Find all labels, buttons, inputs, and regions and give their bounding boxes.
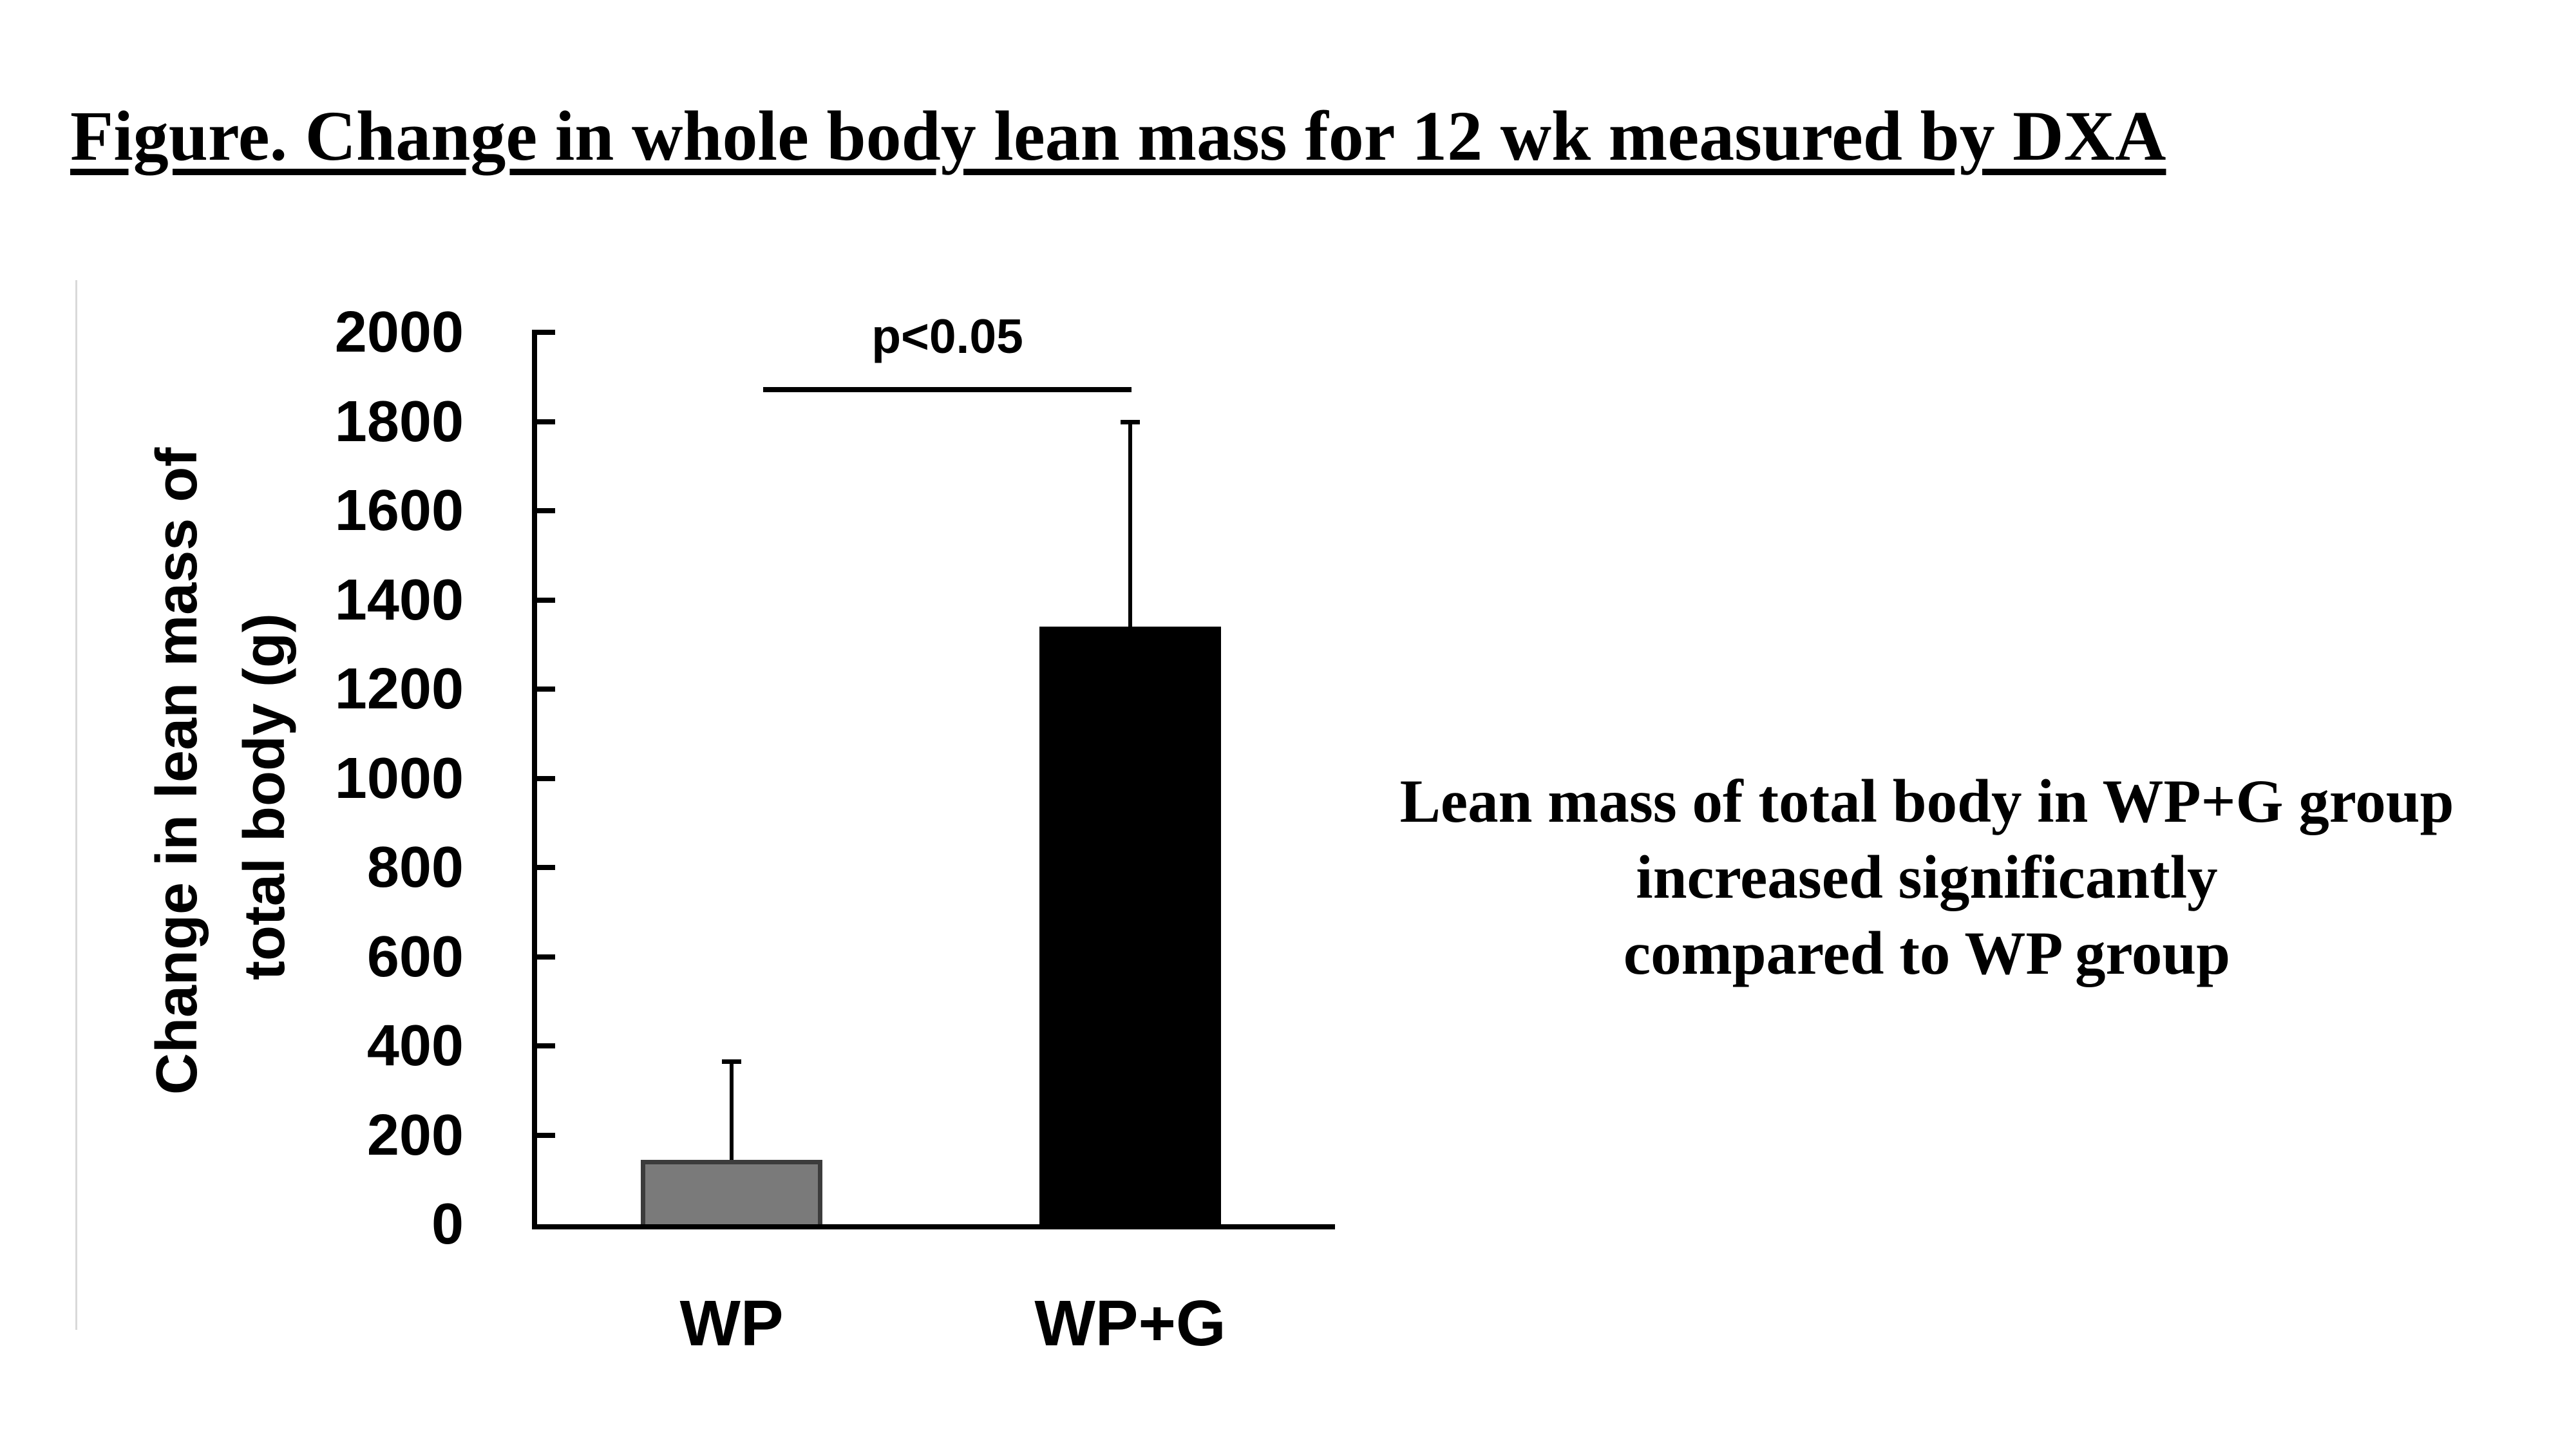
- y-axis-tick-label: 0: [431, 1192, 464, 1256]
- y-axis-tick: [532, 508, 555, 513]
- y-axis-tick: [532, 775, 555, 781]
- y-axis-title-line1: Change in lean mass of: [145, 447, 209, 1095]
- figure-title: Figure. Change in whole body lean mass f…: [70, 97, 2166, 175]
- x-axis-line: [532, 1224, 1335, 1229]
- x-axis-label-wp-g: WP+G: [1034, 1287, 1226, 1359]
- y-axis-tick-label: 1600: [334, 478, 464, 543]
- bar-wp-g: [1039, 627, 1221, 1224]
- y-axis-tick-label: 400: [366, 1014, 464, 1078]
- error-bar-cap-wp-g: [1121, 419, 1140, 424]
- y-axis-tick: [532, 865, 555, 870]
- error-bar-wp: [730, 1061, 734, 1160]
- y-axis-tick: [532, 1132, 555, 1138]
- y-axis-tick: [532, 687, 555, 692]
- annotation-line3: compared to WP group: [1623, 919, 2231, 987]
- significance-label: p<0.05: [871, 309, 1023, 363]
- left-border-line: [75, 280, 77, 1330]
- y-axis-tick-label: 200: [366, 1103, 464, 1168]
- annotation-text: Lean mass of total body in WP+G group in…: [1347, 763, 2506, 991]
- y-axis-tick-label: 600: [366, 924, 464, 989]
- y-axis-tick-label: 800: [366, 835, 464, 900]
- y-axis-tick-label: 1800: [334, 389, 464, 454]
- y-axis-tick: [532, 419, 555, 424]
- significance-bracket: [763, 387, 1132, 392]
- y-axis-tick: [532, 954, 555, 960]
- bar-wp: [641, 1159, 822, 1224]
- y-axis-tick-label: 1000: [334, 746, 464, 811]
- y-axis-tick-label: 1400: [334, 567, 464, 632]
- y-axis-tick: [532, 330, 555, 335]
- y-axis-tick-label: 2000: [334, 300, 464, 365]
- error-bar-wp-g: [1128, 421, 1132, 627]
- y-axis-tick-label: 1200: [334, 657, 464, 721]
- y-axis-tick: [532, 597, 555, 603]
- annotation-line2: increased significantly: [1636, 843, 2218, 911]
- error-bar-cap-wp: [722, 1059, 741, 1065]
- y-axis-tick: [532, 1043, 555, 1048]
- annotation-line1: Lean mass of total body in WP+G group: [1399, 767, 2454, 835]
- x-axis-label-wp: WP: [679, 1287, 784, 1359]
